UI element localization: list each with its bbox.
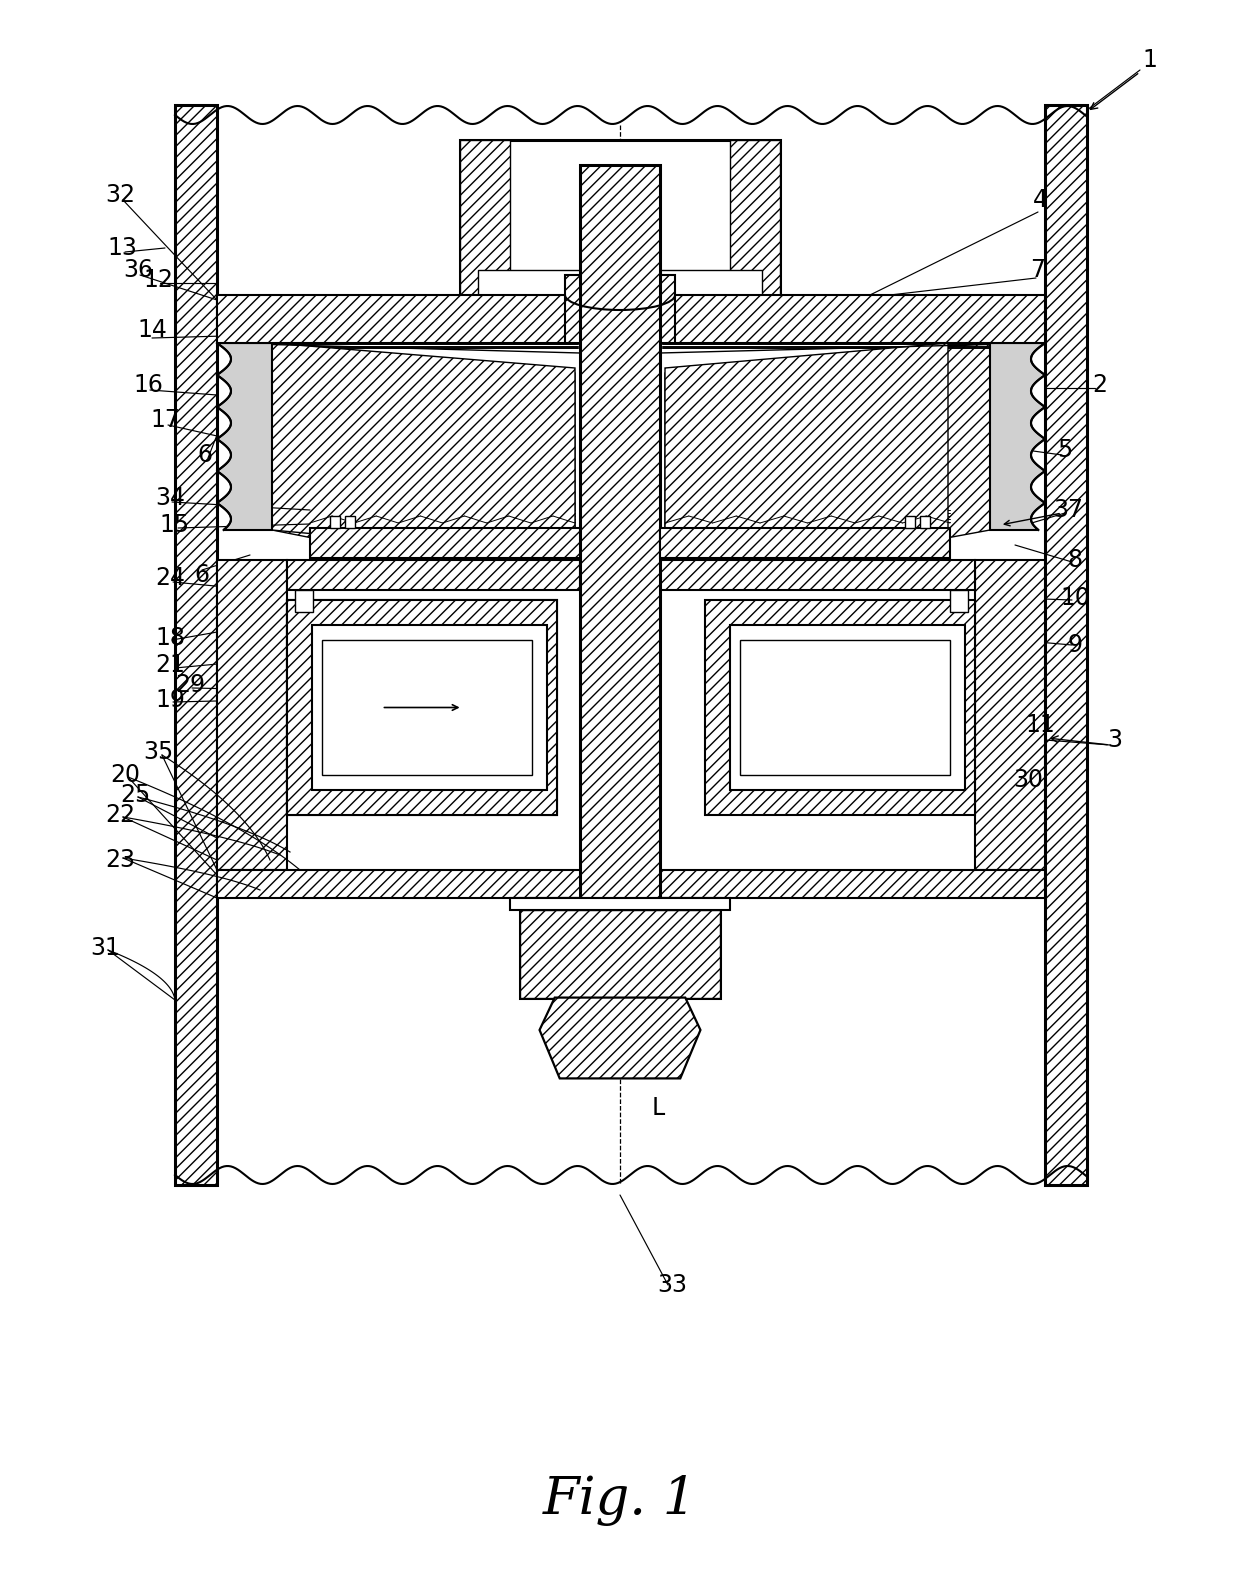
Bar	[217, 559, 286, 870]
Text: 37: 37	[1053, 498, 1083, 522]
Bar	[520, 909, 720, 998]
Polygon shape	[665, 344, 990, 589]
Text: 12: 12	[143, 268, 172, 292]
Text: Fig. 1: Fig. 1	[543, 1475, 697, 1526]
Bar	[295, 589, 312, 611]
Bar	[905, 515, 915, 528]
Text: 29: 29	[175, 673, 205, 697]
Text: 31: 31	[91, 936, 120, 960]
Bar	[660, 295, 1045, 344]
Text: 24: 24	[155, 566, 185, 589]
Bar	[730, 140, 780, 295]
Text: 13: 13	[107, 236, 136, 260]
Text: 18: 18	[155, 626, 185, 649]
Polygon shape	[539, 998, 701, 1078]
Text: 2: 2	[1092, 374, 1107, 397]
Text: 32: 32	[105, 183, 135, 206]
Bar	[565, 274, 675, 344]
Bar	[175, 106, 217, 1185]
Text: 6: 6	[195, 563, 210, 586]
Bar	[975, 559, 1045, 870]
Bar	[286, 600, 557, 815]
Bar	[580, 165, 660, 976]
Text: 1: 1	[1142, 47, 1157, 72]
Text: 20: 20	[110, 763, 140, 786]
Text: 3: 3	[1107, 728, 1122, 752]
Text: 10: 10	[1060, 586, 1090, 610]
Bar	[322, 640, 532, 775]
Text: 16: 16	[133, 374, 162, 397]
Polygon shape	[272, 344, 575, 589]
Bar	[217, 870, 1045, 898]
Polygon shape	[272, 344, 575, 558]
Text: 33: 33	[657, 1273, 687, 1297]
Text: 5: 5	[1058, 438, 1073, 462]
Bar	[660, 528, 950, 558]
Text: 25: 25	[120, 783, 150, 807]
Bar	[286, 559, 580, 589]
Bar	[460, 140, 510, 295]
Bar	[706, 600, 975, 815]
Bar	[477, 269, 763, 295]
Text: 30: 30	[1013, 768, 1043, 793]
Text: 7: 7	[1030, 258, 1045, 282]
Bar	[660, 559, 975, 589]
Text: 36: 36	[123, 258, 153, 282]
Text: 11: 11	[1025, 712, 1055, 738]
Text: 35: 35	[143, 741, 174, 764]
Bar	[345, 515, 355, 528]
Text: 23: 23	[105, 848, 135, 872]
Bar	[920, 515, 930, 528]
Text: 8: 8	[1068, 548, 1083, 572]
Bar	[217, 295, 580, 344]
Text: 17: 17	[150, 408, 180, 432]
Bar	[312, 626, 547, 790]
Bar	[950, 589, 968, 611]
Text: 34: 34	[155, 485, 185, 511]
Bar	[286, 600, 557, 815]
Text: 21: 21	[155, 652, 185, 678]
Text: 19: 19	[155, 689, 185, 712]
Text: 15: 15	[160, 514, 190, 537]
Polygon shape	[539, 998, 701, 1078]
Text: L: L	[651, 1095, 665, 1121]
Bar	[310, 528, 580, 558]
Text: 9: 9	[1068, 634, 1083, 657]
Text: 22: 22	[105, 804, 135, 827]
Text: 6: 6	[197, 443, 212, 466]
Bar	[1045, 106, 1087, 1185]
Bar	[510, 898, 730, 909]
Polygon shape	[665, 344, 949, 558]
Bar	[740, 640, 950, 775]
Text: 4: 4	[1033, 188, 1048, 213]
Bar	[520, 898, 720, 998]
Polygon shape	[217, 344, 272, 530]
Bar	[730, 626, 965, 790]
Text: 14: 14	[138, 318, 167, 342]
Bar	[460, 140, 780, 295]
Bar	[330, 515, 340, 528]
Polygon shape	[990, 344, 1045, 530]
